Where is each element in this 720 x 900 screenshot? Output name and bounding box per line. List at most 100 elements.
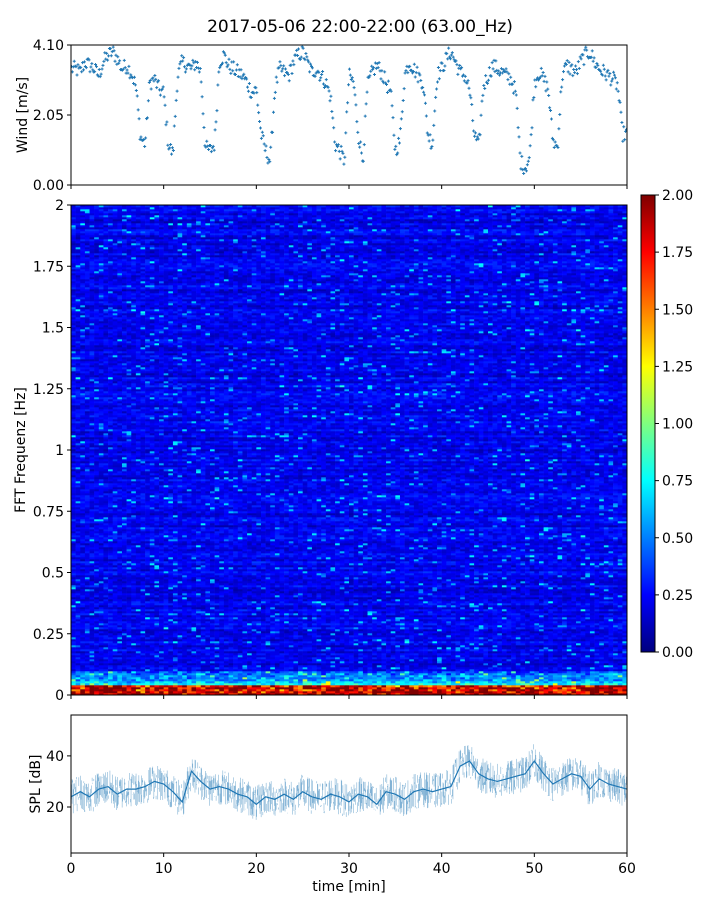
- spectrogram-cell: [576, 639, 581, 642]
- spectrogram-cell: [622, 673, 628, 676]
- spectrogram-cell: [423, 649, 429, 652]
- spectrogram-cell: [251, 669, 257, 672]
- spectrogram-cell: [270, 641, 276, 644]
- spectrogram-cell: [492, 653, 498, 656]
- spectrogram-cell: [219, 671, 225, 674]
- spectrogram-cell: [251, 661, 257, 664]
- spectrogram-cell: [140, 675, 146, 678]
- spectrogram-cell: [210, 659, 215, 662]
- spectrogram-cell: [298, 623, 303, 626]
- spectrogram-cell: [418, 653, 424, 656]
- spectrogram-cell: [84, 663, 90, 666]
- spectrogram-cell: [140, 647, 146, 650]
- spectrogram-cell: [576, 649, 581, 652]
- spectrogram-cell: [492, 655, 498, 658]
- spectrogram-cell: [409, 623, 415, 626]
- spectrogram-cell: [108, 693, 113, 696]
- spectrogram-cell: [284, 645, 290, 648]
- spectrogram-cell: [196, 633, 202, 636]
- spectrogram-cell: [474, 637, 480, 640]
- spectrogram-cell: [427, 643, 433, 646]
- spectrogram-cell: [75, 663, 81, 666]
- spectrogram-cell: [126, 641, 132, 644]
- spectrogram-cell: [172, 679, 178, 682]
- spectrogram-cell: [311, 659, 317, 662]
- spectrogram-cell: [538, 625, 544, 628]
- spectrogram-cell: [599, 661, 605, 664]
- spectrogram-cell: [441, 645, 447, 648]
- spectrogram-cell: [395, 669, 401, 672]
- spectrogram-cell: [562, 679, 568, 682]
- wind-point: [213, 128, 217, 132]
- spectrogram-cell: [316, 653, 322, 656]
- wind-point: [217, 70, 221, 74]
- spectrogram-cell: [353, 631, 359, 634]
- spectrogram-cell: [367, 665, 373, 668]
- spectrogram-cell: [242, 637, 248, 640]
- spectrogram-cell: [108, 683, 113, 686]
- spectrogram-cell: [117, 673, 123, 676]
- spectrogram-cell: [353, 665, 359, 668]
- spectrogram-cell: [279, 675, 285, 678]
- spectrogram-cell: [418, 693, 424, 696]
- spectrogram-cell: [182, 685, 188, 688]
- spectrogram-cell: [186, 675, 192, 678]
- spectrogram-cell: [478, 629, 484, 632]
- spectrogram-cell: [381, 657, 387, 660]
- spectrogram-cell: [214, 625, 220, 628]
- spectrogram-cell: [237, 669, 243, 672]
- spectrogram-cell: [511, 639, 517, 642]
- spectrogram-cell: [362, 691, 368, 694]
- spectrogram-cell: [349, 655, 354, 658]
- wind-point: [619, 110, 623, 114]
- spectrogram-cell: [205, 685, 211, 688]
- wind-point: [361, 159, 365, 163]
- spectrogram-cell: [293, 693, 299, 696]
- spectrogram-cell: [450, 675, 456, 678]
- spectrogram-cell: [84, 681, 90, 684]
- spectrogram-cell: [376, 629, 382, 632]
- spectrogram-cell: [399, 685, 405, 688]
- wind-point: [216, 83, 220, 87]
- spectrogram-cell: [423, 637, 429, 640]
- spectrogram-cell: [172, 635, 178, 638]
- spectrogram-cell: [571, 643, 577, 646]
- spectrogram-cell: [270, 647, 276, 650]
- spectrogram-cell: [256, 677, 262, 680]
- spectrogram-cell: [247, 627, 252, 630]
- spectrogram-cell: [488, 683, 493, 686]
- wind-point: [395, 153, 399, 157]
- wind-point: [547, 93, 551, 97]
- wind-point: [383, 70, 387, 74]
- spectrogram-cell: [191, 671, 197, 674]
- spectrogram-cell: [149, 681, 155, 684]
- spectrogram-cell: [589, 685, 595, 688]
- spectrogram-cell: [432, 661, 438, 664]
- spectrogram-cell: [576, 653, 581, 656]
- wind-point: [391, 116, 395, 120]
- spectrogram-cell: [149, 685, 155, 688]
- wind-point: [265, 155, 269, 159]
- spectrogram-cell: [219, 687, 225, 690]
- spectrogram-cell: [571, 679, 577, 682]
- spectrogram-cell: [548, 649, 554, 652]
- wind-point: [403, 71, 407, 75]
- spectrogram-cell: [492, 647, 498, 650]
- spectrogram-cell: [191, 653, 197, 656]
- spectrogram-cell: [71, 685, 76, 688]
- spectrogram-cell: [159, 659, 164, 662]
- spectrogram-cell: [219, 679, 225, 682]
- spectrogram-cell: [237, 679, 243, 682]
- spectrogram-cell: [474, 661, 480, 664]
- wind-point: [473, 134, 477, 138]
- spectrogram-cell: [335, 635, 341, 638]
- spectrogram-cell: [140, 679, 146, 682]
- spectrogram-cell: [548, 685, 554, 688]
- spectrogram-cell: [316, 631, 322, 634]
- spectrogram-cell: [538, 665, 544, 668]
- spectrogram-cell: [538, 631, 544, 634]
- spectrogram-cell: [126, 633, 132, 636]
- spectrogram-cell: [288, 663, 294, 666]
- spectrogram-cell: [557, 675, 563, 678]
- spectrogram-cell: [455, 655, 461, 658]
